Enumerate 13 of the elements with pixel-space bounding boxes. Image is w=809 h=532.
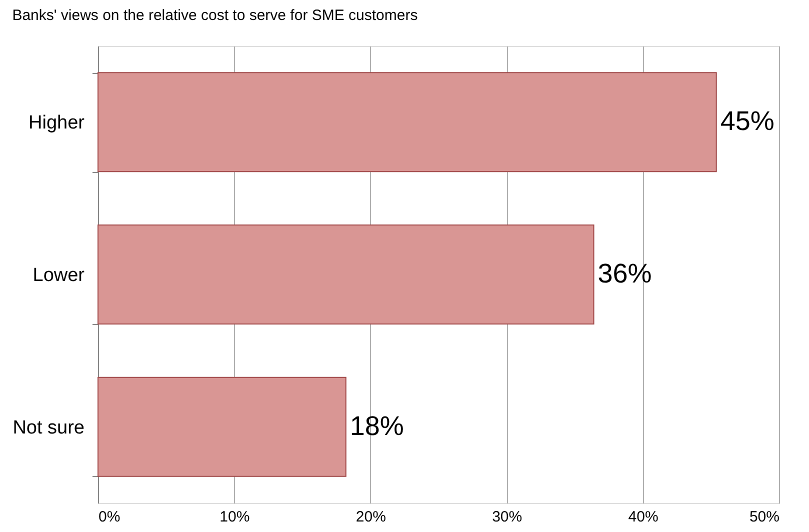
- y-tick-label: Lower: [32, 265, 86, 286]
- y-tick-label: Higher: [28, 112, 86, 134]
- x-tick-label: 10%: [220, 508, 250, 526]
- x-tick-label: 40%: [628, 508, 658, 526]
- data-label: 18%: [350, 410, 404, 441]
- x-tick-label: 0%: [98, 508, 120, 526]
- chart-title: Banks' views on the relative cost to serve for SME customers: [12, 7, 418, 24]
- y-tick-label: Not sure: [12, 417, 84, 438]
- data-label: 36%: [598, 258, 652, 288]
- x-tick-label: 20%: [356, 508, 386, 526]
- x-tick-label: 30%: [492, 508, 522, 526]
- data-label: 45%: [720, 106, 774, 136]
- x-tick-label: 50%: [749, 508, 780, 526]
